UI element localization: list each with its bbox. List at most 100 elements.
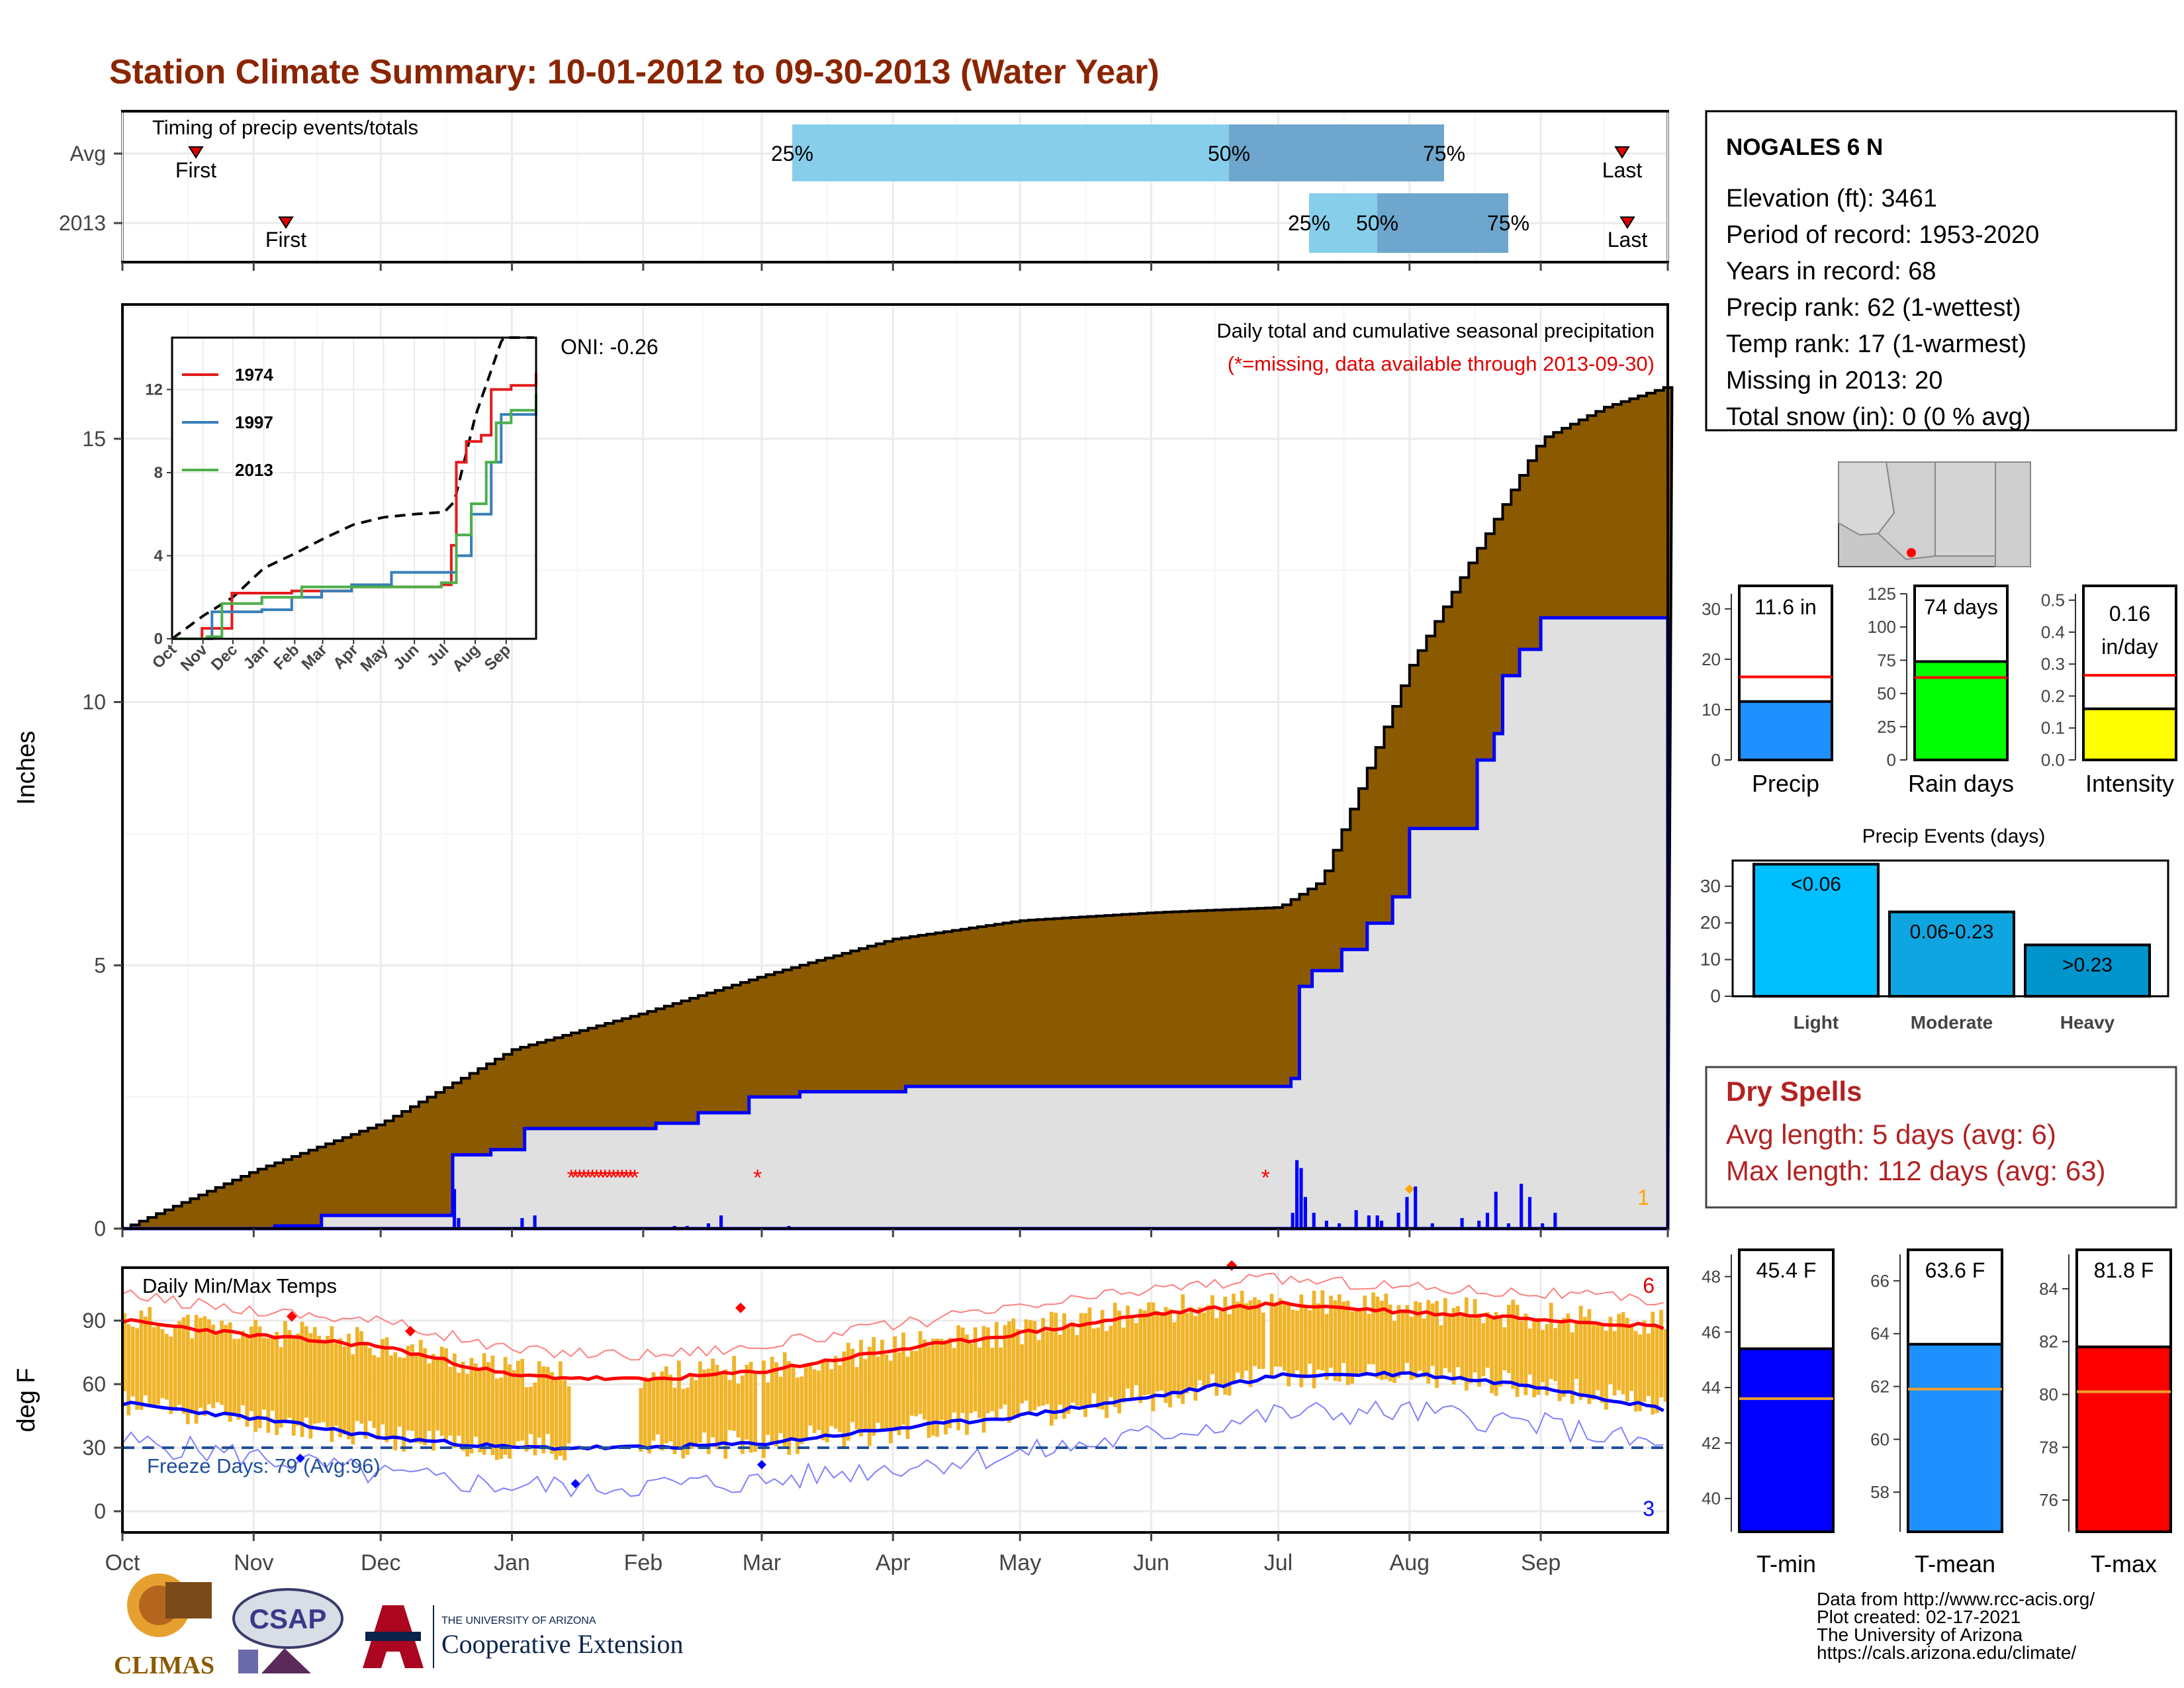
temp-day-bar bbox=[660, 1371, 664, 1451]
temp-day-bar bbox=[160, 1329, 165, 1399]
temp-day-bar bbox=[956, 1325, 961, 1430]
temp-day-bar bbox=[1426, 1299, 1431, 1383]
missing-day-marker: * bbox=[626, 1165, 635, 1190]
temp-day-bar bbox=[494, 1378, 499, 1460]
temp-day-bar bbox=[334, 1343, 338, 1426]
temp-day-bar bbox=[901, 1332, 905, 1425]
daily-precip-bar bbox=[1414, 1186, 1418, 1229]
temp-ytick-label: 90 bbox=[82, 1309, 106, 1333]
mini-bar-charts: 0 10 20 30 11.6 in Precip 0 25 50 75 100 125 74 days… bbox=[1702, 584, 2177, 797]
temp-day-bar bbox=[1511, 1299, 1516, 1389]
timing-2013-last-marker bbox=[1619, 216, 1635, 229]
temp-day-bar bbox=[1185, 1313, 1189, 1393]
temp-day-bar bbox=[537, 1361, 541, 1438]
temp-day-bar bbox=[685, 1387, 690, 1455]
temp-day-bar bbox=[1388, 1304, 1392, 1382]
temp-day-bar bbox=[439, 1346, 444, 1436]
tsum-bar-T-min bbox=[1738, 1347, 1835, 1533]
temp-day-bar bbox=[1269, 1293, 1274, 1376]
temp-day-bar bbox=[1400, 1309, 1405, 1375]
timing-row-label-2013: 2013 bbox=[59, 211, 106, 235]
events-bar-Light bbox=[1752, 863, 1880, 998]
footer-line-3: The University of Arizona bbox=[1817, 1624, 2023, 1645]
temp-day-bar bbox=[181, 1317, 186, 1414]
temp-day-bar bbox=[478, 1368, 482, 1453]
missing-day-marker: * bbox=[584, 1165, 592, 1190]
temp-day-bar bbox=[232, 1338, 237, 1416]
precip-y-axis: 0 5 10 15 bbox=[82, 427, 122, 1241]
temp-day-bar bbox=[1070, 1322, 1075, 1403]
temp-day-bar bbox=[1105, 1331, 1109, 1419]
timing-2013-p25-label: 25% bbox=[1288, 211, 1330, 235]
page-title: Station Climate Summary: 10-01-2012 to 0… bbox=[109, 53, 1160, 91]
daily-precip-bar bbox=[1379, 1221, 1384, 1229]
temp-day-bar bbox=[1142, 1310, 1147, 1395]
tsum-ytick-label: 62 bbox=[1870, 1377, 1889, 1397]
temp-day-bar bbox=[1460, 1315, 1465, 1381]
temp-day-bar bbox=[1121, 1327, 1126, 1403]
daily-precip-bar bbox=[1291, 1213, 1295, 1229]
temp-day-bar bbox=[821, 1359, 825, 1440]
temp-day-bar bbox=[266, 1338, 271, 1433]
daily-precip-bar bbox=[1520, 1184, 1524, 1229]
temp-title: Daily Min/Max Temps bbox=[142, 1274, 337, 1297]
missing-day-marker: * bbox=[580, 1165, 588, 1190]
temp-day-bar bbox=[1134, 1323, 1138, 1385]
temp-day-bar bbox=[1295, 1310, 1299, 1371]
temp-day-bar bbox=[1113, 1302, 1117, 1407]
temp-day-bar bbox=[1206, 1305, 1210, 1388]
record-low-line bbox=[122, 1400, 1664, 1498]
daily-precip-bar bbox=[1430, 1223, 1434, 1229]
temp-day-bar bbox=[1587, 1309, 1592, 1404]
temp-day-bar bbox=[418, 1340, 423, 1444]
temp-day-bar bbox=[1287, 1305, 1291, 1387]
ua-logo-big: Cooperative Extension bbox=[441, 1629, 683, 1659]
tsum-ytick-label: 84 bbox=[2039, 1279, 2058, 1299]
month-label-Sep: Sep bbox=[1521, 1550, 1561, 1575]
temp-day-bar bbox=[1189, 1307, 1193, 1387]
temp-day-bar bbox=[1520, 1321, 1524, 1387]
mini-bar-label-Intensity: Intensity bbox=[2085, 770, 2174, 797]
ua-logo: THE UNIVERSITY OF ARIZONA Cooperative Ex… bbox=[363, 1605, 683, 1668]
temp-day-bar bbox=[1155, 1311, 1160, 1391]
temp-day-bar bbox=[1625, 1317, 1629, 1402]
temp-day-bar bbox=[1210, 1295, 1214, 1374]
temp-day-bar bbox=[558, 1361, 563, 1456]
daily-precip-bar bbox=[1375, 1215, 1379, 1229]
temp-day-bar bbox=[1091, 1328, 1096, 1393]
daily-precip-bar bbox=[457, 1218, 461, 1229]
temp-day-bar bbox=[1075, 1335, 1079, 1406]
temp-day-bar bbox=[1350, 1311, 1354, 1384]
events-ytick-label: 20 bbox=[1700, 912, 1721, 933]
temp-day-bar bbox=[262, 1337, 266, 1410]
mini-ytick-label: 0.1 bbox=[2041, 718, 2065, 738]
record-low-marker bbox=[295, 1454, 305, 1463]
temp-day-bar bbox=[245, 1334, 250, 1427]
daily-precip-bar bbox=[1553, 1213, 1557, 1229]
temp-day-bar bbox=[1359, 1311, 1363, 1374]
mini-ytick-label: 125 bbox=[1868, 584, 1896, 604]
temp-day-bar bbox=[1100, 1309, 1105, 1410]
temp-summary-charts: 40 42 44 46 48 45.4 F T-min 58 60 62 64 66 63.6 F T-m… bbox=[1702, 1248, 2172, 1577]
temp-day-bar bbox=[215, 1334, 220, 1403]
tsum-value-T-mean: 63.6 F bbox=[1925, 1258, 1985, 1282]
tsum-ytick-label: 60 bbox=[1870, 1429, 1889, 1449]
temp-day-bar bbox=[317, 1336, 322, 1423]
temp-day-bar bbox=[1430, 1303, 1435, 1366]
station-elevation: Elevation (ft): 3461 bbox=[1726, 185, 1937, 212]
events-bar-Heavy bbox=[2024, 943, 2151, 998]
temp-day-bar bbox=[135, 1328, 139, 1410]
tsum-ytick-label: 66 bbox=[1870, 1271, 1889, 1291]
temp-day-bar bbox=[1223, 1296, 1228, 1395]
missing-day-marker: * bbox=[588, 1165, 596, 1190]
temp-day-bar bbox=[736, 1383, 741, 1438]
footer: CLIMAS CSAP THE UNIVERSITY OF ARIZONA Co… bbox=[114, 1573, 2095, 1679]
inset-year-lines bbox=[172, 373, 537, 640]
temp-day-bar bbox=[803, 1366, 808, 1441]
temp-ytick-label: 30 bbox=[82, 1436, 106, 1460]
temp-day-bar bbox=[1591, 1325, 1596, 1400]
temp-day-bar bbox=[452, 1353, 457, 1448]
mini-ytick-label: 30 bbox=[1702, 599, 1721, 619]
temp-day-bar bbox=[715, 1364, 719, 1450]
